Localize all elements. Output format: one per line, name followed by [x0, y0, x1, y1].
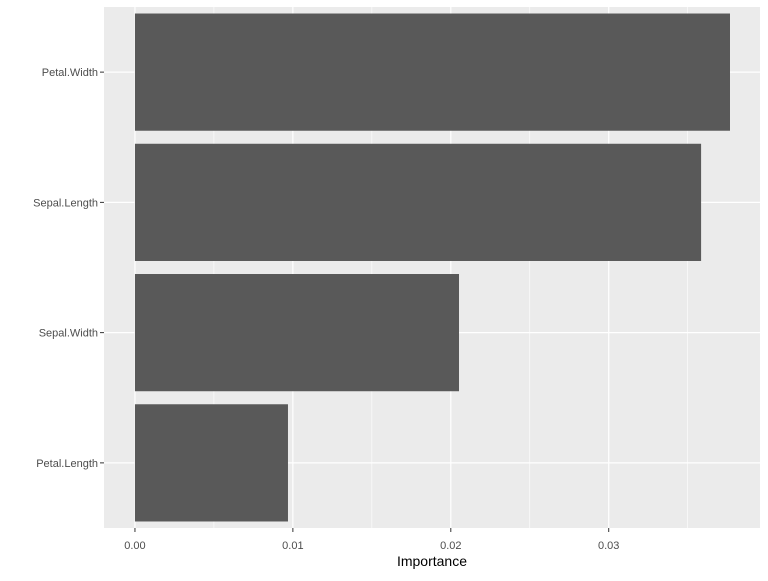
x-tick-label: 0.02	[440, 540, 461, 552]
y-tick-label: Sepal.Width	[39, 328, 98, 340]
x-tick-label: 0.01	[282, 540, 303, 552]
x-tick-label: 0.00	[124, 540, 145, 552]
bar-petal-width	[134, 13, 730, 131]
bar-petal-length	[134, 404, 288, 522]
x-axis-title: Importance	[397, 553, 467, 569]
y-tick-label: Sepal.Length	[33, 197, 98, 209]
bar-sepal-width	[134, 274, 460, 392]
y-axis: Petal.Length Sepal.Width Sepal.Length Petal…	[33, 67, 104, 470]
y-tick-label: Petal.Length	[36, 458, 98, 470]
y-tick-label: Petal.Width	[42, 67, 98, 79]
bar-sepal-length	[134, 143, 702, 261]
x-axis: 0.00 0.01 0.02 0.03	[124, 528, 619, 552]
bars	[134, 13, 730, 522]
x-tick-label: 0.03	[598, 540, 619, 552]
